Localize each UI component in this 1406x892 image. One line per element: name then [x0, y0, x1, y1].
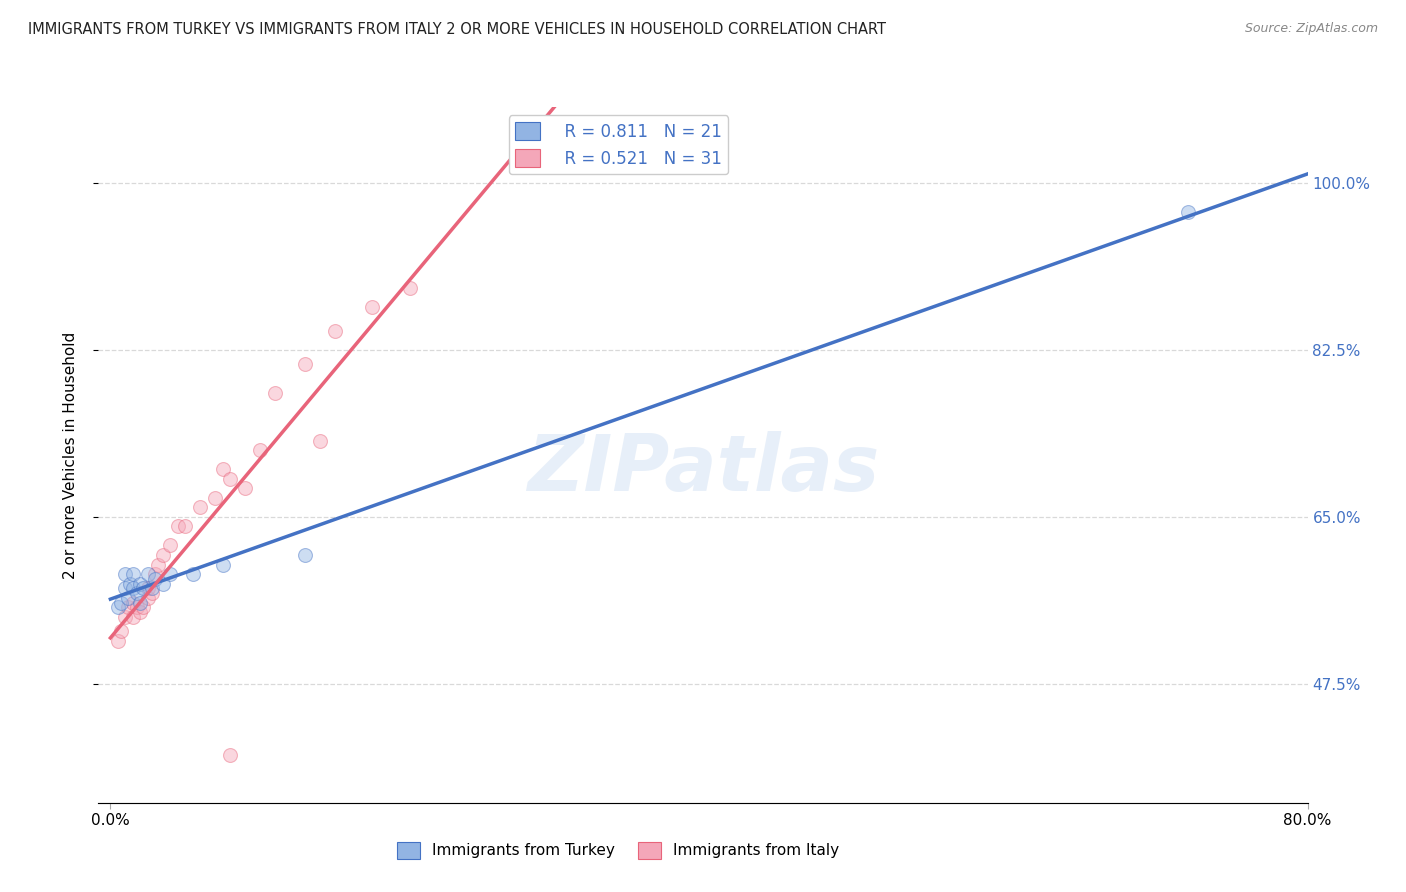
Point: [249, 443, 271, 458]
Point: [121, 610, 143, 624]
Legend: Immigrants from Turkey, Immigrants from Italy: Immigrants from Turkey, Immigrants from …: [391, 836, 845, 864]
Point: [127, 600, 149, 615]
Point: [121, 567, 143, 582]
Point: [152, 548, 174, 562]
Point: [107, 633, 129, 648]
Point: [132, 600, 155, 615]
Point: [188, 500, 211, 515]
Point: [152, 576, 174, 591]
Point: [219, 748, 242, 763]
Point: [233, 481, 256, 495]
Point: [294, 548, 316, 562]
Point: [204, 491, 226, 505]
Point: [117, 600, 139, 615]
Point: [132, 582, 155, 596]
Point: [114, 582, 136, 596]
Text: Source: ZipAtlas.com: Source: ZipAtlas.com: [1244, 22, 1378, 36]
Text: ZIPatlas: ZIPatlas: [527, 431, 879, 507]
Point: [181, 567, 204, 582]
Point: [219, 472, 242, 486]
Point: [129, 576, 152, 591]
Point: [309, 434, 332, 448]
Point: [159, 567, 181, 582]
Point: [121, 596, 143, 610]
Point: [398, 281, 420, 295]
Point: [129, 596, 152, 610]
Text: IMMIGRANTS FROM TURKEY VS IMMIGRANTS FROM ITALY 2 OR MORE VEHICLES IN HOUSEHOLD : IMMIGRANTS FROM TURKEY VS IMMIGRANTS FRO…: [28, 22, 886, 37]
Point: [107, 600, 129, 615]
Point: [166, 519, 188, 533]
Point: [121, 582, 143, 596]
Point: [143, 567, 166, 582]
Point: [361, 300, 384, 314]
Y-axis label: 2 or more Vehicles in Household: 2 or more Vehicles in Household: [63, 331, 77, 579]
Point: [136, 582, 159, 596]
Point: [148, 558, 170, 572]
Point: [294, 357, 316, 371]
Point: [110, 596, 132, 610]
Point: [117, 591, 139, 605]
Point: [1177, 205, 1199, 219]
Point: [323, 324, 346, 338]
Point: [211, 462, 233, 476]
Point: [141, 586, 163, 600]
Point: [127, 586, 149, 600]
Point: [136, 591, 159, 605]
Point: [264, 386, 287, 401]
Point: [110, 624, 132, 639]
Point: [136, 567, 159, 582]
Point: [174, 519, 197, 533]
Point: [129, 605, 152, 619]
Point: [114, 610, 136, 624]
Point: [159, 539, 181, 553]
Point: [211, 558, 233, 572]
Point: [143, 572, 166, 586]
Point: [141, 582, 163, 596]
Point: [114, 567, 136, 582]
Point: [118, 576, 141, 591]
